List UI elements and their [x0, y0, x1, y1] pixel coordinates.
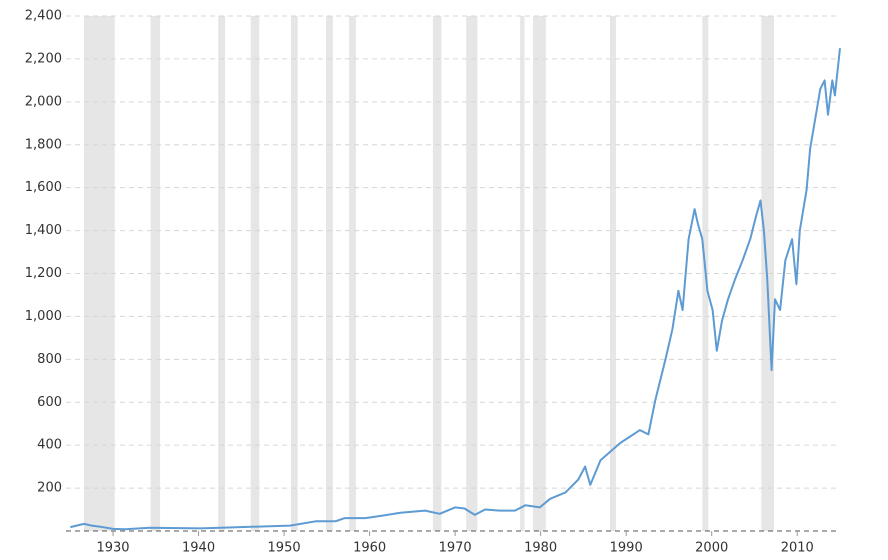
x-tick-label: 2000: [695, 541, 728, 556]
y-tick-label: 1,000: [25, 309, 62, 324]
y-tick-label: 800: [37, 352, 62, 367]
line: [70, 48, 841, 531]
x-tick-label: 1980: [524, 541, 557, 556]
y-tick-label: 2,400: [25, 9, 62, 24]
x-tick-label: 1970: [439, 541, 472, 556]
y-tick-label: 1,200: [25, 266, 62, 281]
x-tick-label: 1950: [268, 541, 301, 556]
y-tick-label: 600: [37, 395, 62, 410]
x-tick-label: 1990: [610, 541, 643, 556]
y-tick-label: 1,600: [25, 180, 62, 195]
x-tick-label: 1960: [353, 541, 386, 556]
shaded-period: [520, 16, 525, 531]
shaded-period: [83, 16, 115, 531]
y-tick-label: 2,000: [25, 94, 62, 109]
shaded-period: [150, 16, 161, 531]
x-tick-label: 2010: [781, 541, 814, 556]
y-tick-label: 1,400: [25, 223, 62, 238]
shaded-period: [609, 16, 616, 531]
y-tick-label: 400: [37, 438, 62, 453]
y-tick-label: 2,200: [25, 51, 62, 66]
y-tick-label: 200: [37, 481, 62, 496]
x-tick-label: 1930: [96, 541, 129, 556]
x-tick-label: 1940: [182, 541, 215, 556]
shaded-period: [349, 16, 356, 531]
y-tick-label: 1,800: [25, 137, 62, 152]
